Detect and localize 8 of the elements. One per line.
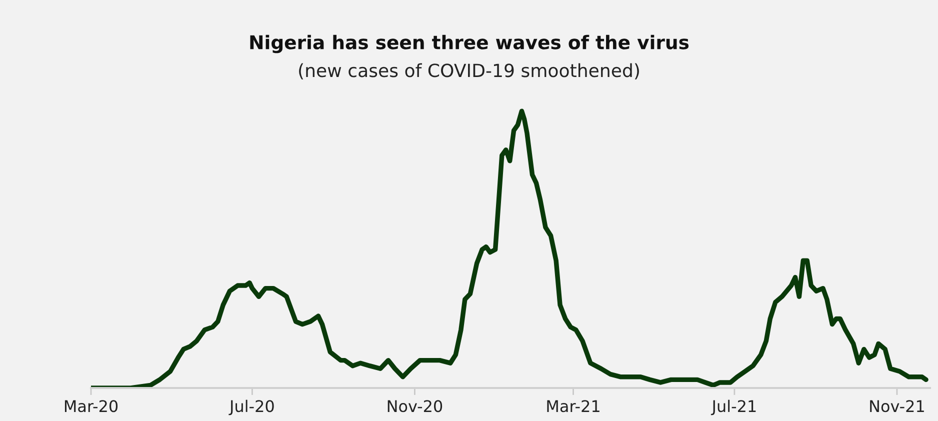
x-tick-label: Nov-20 <box>388 400 442 412</box>
chart-subtitle: (new cases of COVID-19 smoothened) <box>299 63 639 80</box>
chart-title: Nigeria has seen three waves of the virus <box>250 34 689 54</box>
x-tick-label: Jul-21 <box>710 400 756 416</box>
x-tick-label: Nov-21 <box>870 400 924 412</box>
x-tick-label: Jul-20 <box>228 400 274 416</box>
x-tick-label: Mar-20 <box>64 400 118 412</box>
x-tick-label: Mar-21 <box>547 400 600 412</box>
